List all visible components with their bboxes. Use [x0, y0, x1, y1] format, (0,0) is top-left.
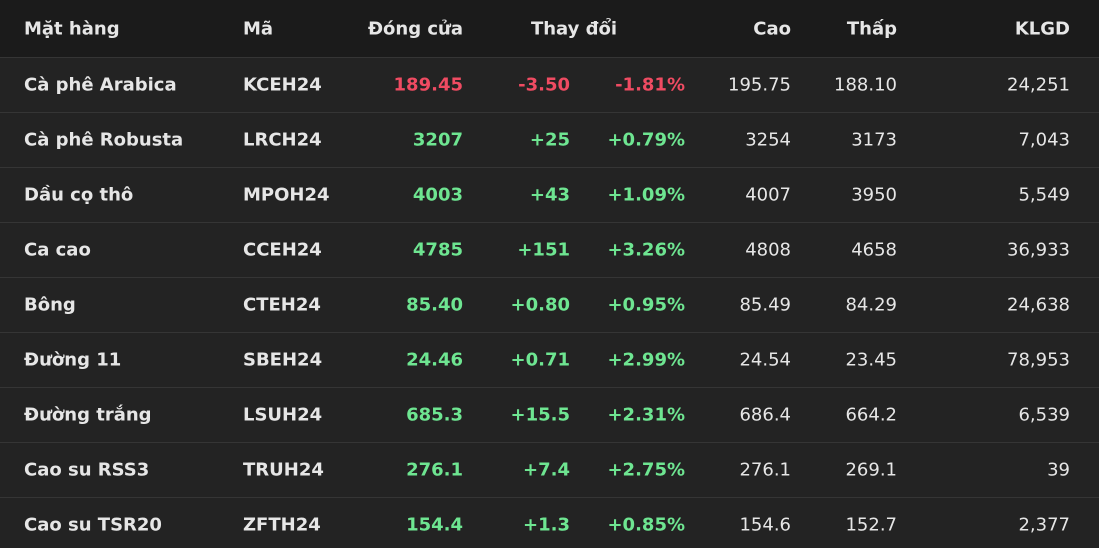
column-header: Cao	[753, 18, 791, 39]
close-cell: 189.45	[393, 74, 463, 96]
close-cell: 4003	[412, 184, 463, 206]
change-cell: -3.50	[518, 74, 570, 96]
close-cell: 85.40	[406, 294, 463, 316]
code-cell: ZFTH24	[243, 514, 321, 536]
column-header: Thấp	[846, 18, 897, 39]
change-cell: +1.3	[523, 514, 570, 536]
high-cell: 686.4	[739, 404, 791, 426]
close-cell: 154.4	[406, 514, 463, 536]
name-cell: Đường 11	[24, 349, 122, 371]
header-row: Mặt hàng Mã Đóng cửa Thay đổi Cao Thấp KLGD	[0, 0, 1099, 58]
name-cell: Cà phê Robusta	[24, 129, 184, 151]
table-row: Đường 11 SBEH24 24.46 +0.71 +2.99% 24.54 23.45…	[0, 333, 1099, 388]
high-cell: 85.49	[739, 294, 791, 316]
volume-cell: 5,549	[1018, 184, 1070, 206]
column-header: Thay đổi	[530, 18, 618, 39]
volume-cell: 6,539	[1018, 404, 1070, 426]
high-cell: 3254	[745, 129, 791, 151]
change-percent-cell: +2.75%	[607, 459, 685, 481]
low-cell: 4658	[851, 239, 897, 261]
low-cell: 188.10	[834, 74, 897, 96]
change-percent-cell: -1.81%	[615, 74, 685, 96]
volume-cell: 36,933	[1007, 239, 1070, 261]
change-percent-cell: +2.99%	[607, 349, 685, 371]
name-cell: Cao su TSR20	[24, 514, 162, 536]
table-row: Cao su TSR20 ZFTH24 154.4 +1.3 +0.85% 154.6 15…	[0, 498, 1099, 548]
change-cell: +15.5	[510, 404, 571, 426]
name-cell: Ca cao	[24, 239, 91, 261]
name-cell: Dầu cọ thô	[24, 184, 134, 206]
column-header: Mã	[243, 18, 274, 39]
table-row: Cà phê Arabica KCEH24 189.45 -3.50 -1.81% 195…	[0, 58, 1099, 113]
code-cell: LSUH24	[243, 404, 323, 426]
name-cell: Cà phê Arabica	[24, 74, 177, 96]
code-cell: MPOH24	[243, 184, 330, 206]
table-row: Dầu cọ thô MPOH24 4003 +43 +1.09% 4007 3950 5,5…	[0, 168, 1099, 223]
change-cell: +43	[529, 184, 570, 206]
change-percent-cell: +0.79%	[607, 129, 685, 151]
close-cell: 685.3	[406, 404, 463, 426]
close-cell: 24.46	[406, 349, 463, 371]
code-cell: CCEH24	[243, 239, 322, 261]
column-header: Mặt hàng	[24, 18, 120, 39]
change-cell: +7.4	[523, 459, 570, 481]
table-row: Bông CTEH24 85.40 +0.80 +0.95% 85.49 84.29 24,6…	[0, 278, 1099, 333]
code-cell: CTEH24	[243, 294, 321, 316]
close-cell: 3207	[412, 129, 463, 151]
name-cell: Bông	[24, 294, 76, 316]
volume-cell: 2,377	[1018, 514, 1070, 536]
code-cell: TRUH24	[243, 459, 324, 481]
high-cell: 195.75	[728, 74, 791, 96]
change-percent-cell: +2.31%	[607, 404, 685, 426]
low-cell: 269.1	[845, 459, 897, 481]
volume-cell: 78,953	[1007, 349, 1070, 371]
change-cell: +0.71	[510, 349, 571, 371]
close-cell: 276.1	[406, 459, 463, 481]
change-cell: +0.80	[510, 294, 571, 316]
code-cell: KCEH24	[243, 74, 322, 96]
volume-cell: 7,043	[1018, 129, 1070, 151]
low-cell: 3173	[851, 129, 897, 151]
column-header: Đóng cửa	[367, 18, 463, 39]
high-cell: 24.54	[739, 349, 791, 371]
change-percent-cell: +1.09%	[607, 184, 685, 206]
column-header: KLGD	[1014, 18, 1070, 39]
low-cell: 23.45	[845, 349, 897, 371]
volume-cell: 24,638	[1007, 294, 1070, 316]
table-row: Cao su RSS3 TRUH24 276.1 +7.4 +2.75% 276.1 269…	[0, 443, 1099, 498]
change-cell: +151	[517, 239, 570, 261]
high-cell: 4808	[745, 239, 791, 261]
high-cell: 4007	[745, 184, 791, 206]
close-cell: 4785	[412, 239, 463, 261]
low-cell: 3950	[851, 184, 897, 206]
low-cell: 84.29	[845, 294, 897, 316]
table-row: Cà phê Robusta LRCH24 3207 +25 +0.79% 3254 317…	[0, 113, 1099, 168]
high-cell: 276.1	[739, 459, 791, 481]
low-cell: 664.2	[845, 404, 897, 426]
code-cell: SBEH24	[243, 349, 323, 371]
volume-cell: 39	[1047, 459, 1070, 481]
volume-cell: 24,251	[1007, 74, 1070, 96]
table-row: Đường trắng LSUH24 685.3 +15.5 +2.31% 686.4 66…	[0, 388, 1099, 443]
change-cell: +25	[529, 129, 570, 151]
name-cell: Đường trắng	[24, 404, 152, 426]
low-cell: 152.7	[845, 514, 897, 536]
name-cell: Cao su RSS3	[24, 459, 150, 481]
change-percent-cell: +0.85%	[607, 514, 685, 536]
high-cell: 154.6	[739, 514, 791, 536]
table-row: Ca cao CCEH24 4785 +151 +3.26% 4808 4658 36,933	[0, 223, 1099, 278]
change-percent-cell: +3.26%	[607, 239, 685, 261]
change-percent-cell: +0.95%	[607, 294, 685, 316]
code-cell: LRCH24	[243, 129, 322, 151]
